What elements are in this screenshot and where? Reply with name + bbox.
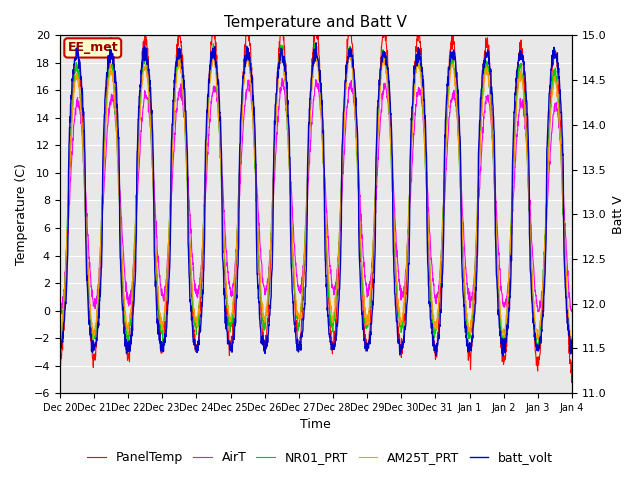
NR01_PRT <box>305 137 313 143</box>
PanelTemp <box>305 131 313 136</box>
Line: AirT: AirT <box>60 78 572 314</box>
batt_volt <box>291 329 299 335</box>
PanelTemp <box>568 380 575 385</box>
AirT <box>460 224 467 230</box>
NR01_PRT <box>568 350 575 356</box>
batt_volt <box>460 294 467 300</box>
PanelTemp <box>568 360 576 365</box>
AirT <box>278 75 286 81</box>
NR01_PRT <box>568 346 576 352</box>
AM25T_PRT <box>568 341 575 347</box>
AirT <box>292 260 300 265</box>
AirT <box>554 107 561 112</box>
NR01_PRT <box>56 338 63 344</box>
AM25T_PRT <box>460 252 467 258</box>
Line: NR01_PRT: NR01_PRT <box>60 43 572 353</box>
Legend: PanelTemp, AirT, NR01_PRT, AM25T_PRT, batt_volt: PanelTemp, AirT, NR01_PRT, AM25T_PRT, ba… <box>82 446 558 469</box>
AM25T_PRT <box>56 332 63 338</box>
AM25T_PRT <box>312 48 320 54</box>
AirT <box>58 311 65 317</box>
batt_volt <box>305 120 313 126</box>
AM25T_PRT <box>291 291 299 297</box>
Y-axis label: Temperature (C): Temperature (C) <box>15 163 28 265</box>
Text: EE_met: EE_met <box>67 41 118 54</box>
NR01_PRT <box>82 228 90 233</box>
PanelTemp <box>554 63 561 69</box>
PanelTemp <box>553 63 561 69</box>
PanelTemp <box>460 255 467 261</box>
Line: batt_volt: batt_volt <box>60 43 572 356</box>
Line: AM25T_PRT: AM25T_PRT <box>60 51 572 344</box>
NR01_PRT <box>553 85 561 91</box>
PanelTemp <box>56 363 63 369</box>
AM25T_PRT <box>553 94 561 99</box>
AirT <box>554 108 561 113</box>
AirT <box>305 160 313 166</box>
batt_volt <box>312 40 320 46</box>
batt_volt <box>499 353 507 359</box>
PanelTemp <box>82 216 90 222</box>
batt_volt <box>82 240 90 246</box>
batt_volt <box>568 343 576 349</box>
Title: Temperature and Batt V: Temperature and Batt V <box>225 15 407 30</box>
X-axis label: Time: Time <box>301 419 332 432</box>
batt_volt <box>554 66 561 72</box>
Line: PanelTemp: PanelTemp <box>60 36 572 383</box>
PanelTemp <box>141 33 149 38</box>
AirT <box>568 309 576 314</box>
AirT <box>83 198 90 204</box>
NR01_PRT <box>554 84 561 89</box>
batt_volt <box>56 350 63 356</box>
NR01_PRT <box>291 300 299 306</box>
AM25T_PRT <box>82 217 90 223</box>
AM25T_PRT <box>305 148 313 154</box>
Y-axis label: Batt V: Batt V <box>612 195 625 234</box>
NR01_PRT <box>460 261 467 266</box>
batt_volt <box>554 50 561 56</box>
AirT <box>56 308 63 314</box>
PanelTemp <box>292 316 300 322</box>
NR01_PRT <box>311 40 319 46</box>
AM25T_PRT <box>568 338 576 344</box>
AM25T_PRT <box>554 89 561 95</box>
